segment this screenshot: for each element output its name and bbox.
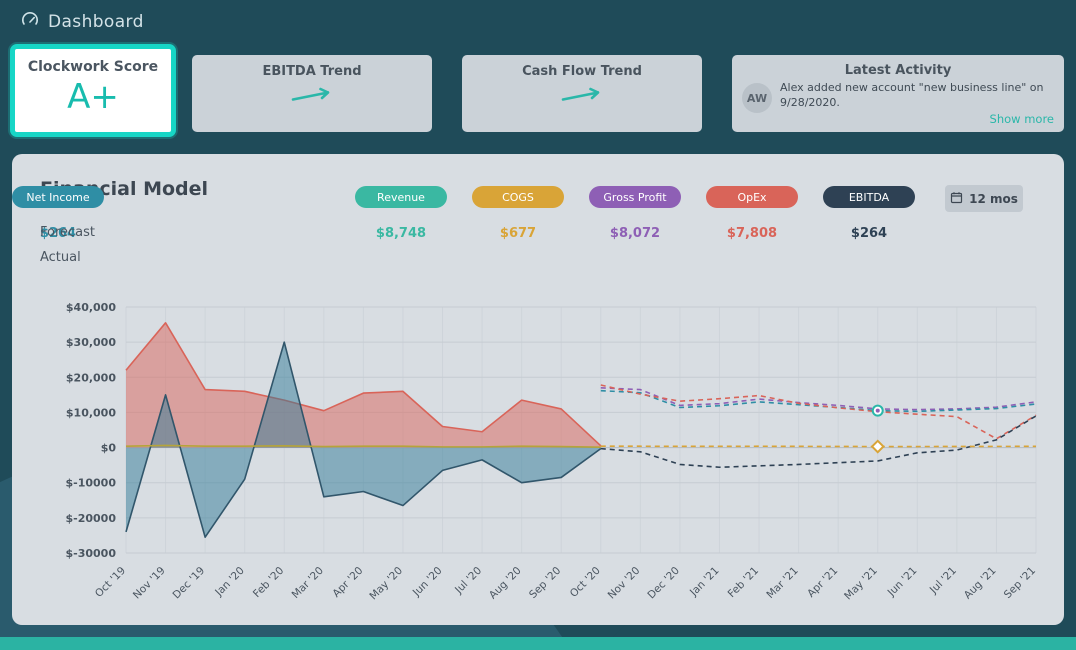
x-axis-label: Jan '21 <box>687 565 721 599</box>
show-more-link[interactable]: Show more <box>989 112 1054 126</box>
clockwork-score-value: A+ <box>67 77 119 117</box>
metric-forecast-value: $8,072 <box>609 226 661 241</box>
x-axis-label: Apr '20 <box>330 565 365 600</box>
latest-activity-title: Latest Activity <box>844 63 952 78</box>
calendar-icon <box>950 191 963 207</box>
x-axis-label: Sep '20 <box>527 565 563 601</box>
x-axis-label: Mar '20 <box>290 565 326 601</box>
page-title: Dashboard <box>48 12 144 32</box>
series-line <box>125 444 601 449</box>
period-selector-label: 12 mos <box>969 191 1018 206</box>
metric-forecast-value: $7,808 <box>726 226 778 241</box>
forecast-row-label: Forecast <box>40 225 96 240</box>
x-axis-label: Feb '21 <box>726 565 761 600</box>
metric-forecast-value: $677 <box>499 226 537 241</box>
metric-pill[interactable]: OpEx <box>706 186 798 208</box>
financial-chart[interactable]: $40,000 $30,000 $20,000 $10,000 $0 $-10000 $-2… <box>26 299 1046 619</box>
metric-forecast-value: $264 <box>850 226 888 241</box>
y-axis-label: $0 <box>101 442 117 455</box>
clockwork-score-title: Clockwork Score <box>27 59 159 75</box>
metric-pill[interactable]: Revenue <box>355 186 447 208</box>
y-axis-label: $-30000 <box>66 547 117 560</box>
x-axis-label: Nov '20 <box>606 565 643 602</box>
x-axis-label: May '20 <box>367 565 405 603</box>
x-axis-label: Oct '20 <box>568 565 603 600</box>
cashflow-trend-title: Cash Flow Trend <box>522 64 642 79</box>
y-axis-label: $-10000 <box>66 477 117 490</box>
y-axis-label: $-20000 <box>66 512 117 525</box>
series-line <box>125 341 602 538</box>
x-axis-label: Sep '21 <box>1002 565 1038 601</box>
clockwork-score-card[interactable]: Clockwork Score A+ <box>10 44 176 137</box>
app-header: Dashboard <box>20 10 144 34</box>
x-axis-label: Jul '21 <box>927 565 959 597</box>
y-axis-label: $30,000 <box>66 336 116 349</box>
metric-forecast-value: $264 <box>39 226 77 241</box>
metric-pill[interactable]: Gross Profit <box>589 186 681 208</box>
metric-pill[interactable]: COGS <box>472 186 564 208</box>
avatar: AW <box>742 83 772 113</box>
y-axis-label: $40,000 <box>66 301 116 314</box>
metric-pill[interactable]: EBITDA <box>823 186 915 208</box>
x-axis-label: Aug '21 <box>962 565 999 602</box>
x-axis-label: Nov '19 <box>131 565 168 602</box>
ebitda-trend-title: EBITDA Trend <box>262 64 362 79</box>
y-axis-label: $20,000 <box>66 371 116 384</box>
series-line <box>600 387 1037 411</box>
financial-model-panel: Financial Model Revenue COGS Gross Profi… <box>12 154 1064 625</box>
ebitda-trend-card[interactable]: EBITDA Trend <box>192 55 432 132</box>
latest-activity-card: Latest Activity AW Alex added new accoun… <box>732 55 1064 132</box>
financial-chart-svg[interactable]: $40,000 $30,000 $20,000 $10,000 $0 $-10000 $-2… <box>26 299 1046 619</box>
x-axis-label: May '21 <box>842 565 880 603</box>
trend-up-arrow-icon <box>559 87 605 107</box>
x-axis-label: Dec '19 <box>171 565 208 602</box>
activity-message: Alex added new account "new business lin… <box>780 81 1044 109</box>
metric-forecast-value: $8,748 <box>375 226 427 241</box>
chart-marker-dot <box>875 408 880 413</box>
x-axis-label: Oct '19 <box>93 565 128 600</box>
x-axis-label: Jun '21 <box>885 565 920 600</box>
y-axis-label: $10,000 <box>66 406 116 419</box>
trend-up-arrow-icon <box>289 87 335 107</box>
period-selector[interactable]: 12 mos <box>945 185 1023 212</box>
cashflow-trend-card[interactable]: Cash Flow Trend <box>462 55 702 132</box>
x-axis-label: Apr '21 <box>805 565 840 600</box>
x-axis-label: Jul '20 <box>452 565 484 597</box>
background-bottom-strip <box>0 637 1076 650</box>
x-axis-label: Jan '20 <box>212 565 246 599</box>
x-axis-label: Jun '20 <box>410 565 445 600</box>
clockwork-logo-icon <box>20 10 40 34</box>
actual-row-label: Actual <box>40 250 81 265</box>
x-axis-label: Aug '20 <box>487 565 524 602</box>
x-axis-label: Feb '20 <box>251 565 286 600</box>
x-axis-label: Dec '20 <box>645 565 682 602</box>
series-line <box>125 322 602 447</box>
series-area <box>126 322 601 448</box>
metric-pill[interactable]: Net Income <box>12 186 104 208</box>
series-line <box>600 415 1037 469</box>
chart-marker-diamond <box>870 439 885 454</box>
x-axis-label: Mar '21 <box>764 565 800 601</box>
series-line <box>600 384 1037 440</box>
